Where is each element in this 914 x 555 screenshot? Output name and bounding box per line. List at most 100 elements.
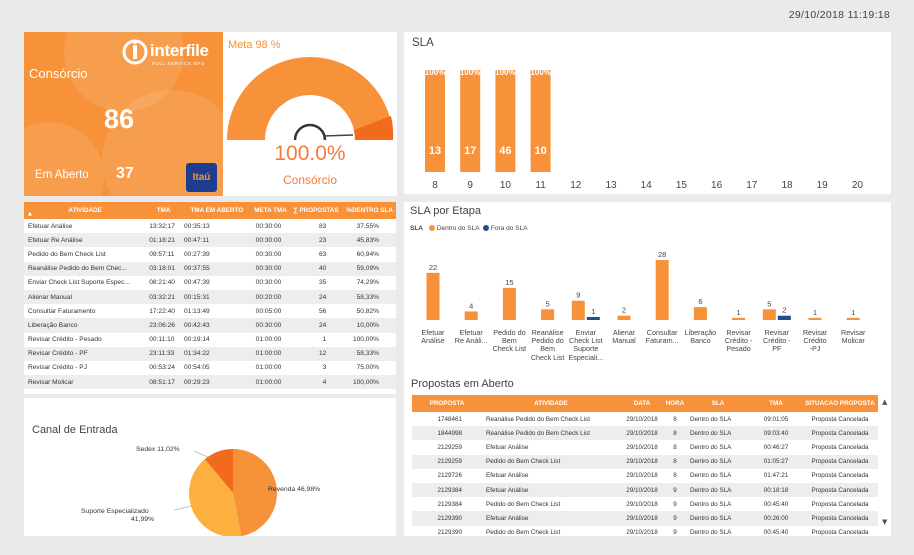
proposals-row[interactable]: 2129384 Pedido do Bem Check List 29/10/201… (412, 497, 878, 511)
etapa-bar-dentro[interactable] (655, 260, 669, 320)
proposals-header-cell[interactable]: SLA (686, 395, 750, 412)
proposals-header-cell[interactable]: DATA (620, 395, 664, 412)
etapa-bar-dentro[interactable] (693, 307, 707, 320)
proposals-cell: 29/10/2018 (626, 472, 658, 480)
proposals-cell: 29/10/2018 (620, 482, 664, 498)
kpi-label-bottom: Em Aberto (35, 169, 89, 181)
etapa-bar-dentro[interactable] (762, 309, 776, 320)
activity-header-cell[interactable]: %DENTRO SLA (343, 202, 396, 219)
sla-bar-pct-label: 100% (530, 68, 550, 77)
activity-row[interactable]: Efetuar Re Análise 01:18:21 00:47:11 00:30:… (24, 233, 396, 248)
legend-label-fora: Fora do SLA (490, 225, 528, 232)
activity-cell: 01:00:00 (255, 364, 282, 372)
etapa-bar-dentro[interactable] (541, 309, 555, 320)
activity-cell: 00:42:43 (181, 318, 253, 333)
activity-row[interactable]: Revisar Crédito - Pesado 00:11:10 00:19:14… (24, 333, 396, 347)
etapa-bar-dentro[interactable] (502, 287, 516, 320)
proposals-header-cell[interactable]: TMA (750, 395, 802, 412)
etapa-bar-dentro[interactable] (426, 272, 440, 320)
pie-slice[interactable] (233, 449, 277, 536)
activity-cell: 01:34:22 (181, 346, 253, 361)
proposals-cell: Dentro do SLA (690, 472, 732, 480)
etapa-bar-dentro[interactable] (732, 317, 746, 320)
scroll-down-icon[interactable]: ▼ (882, 518, 888, 526)
sla-title: SLA (412, 37, 434, 49)
activity-row[interactable]: Consultar Faturamento 17:22:40 01:13:49 00:… (24, 304, 396, 318)
activity-cell: 01:00:00 (252, 375, 289, 390)
proposals-table-header: PROPOSTA ATIVIDADE DATA HORA SLA TMA SITUACAO … (412, 395, 878, 412)
proposals-cell: 29/10/2018 (626, 529, 658, 536)
etapa-bar-fora[interactable] (586, 317, 600, 320)
sort-ascending-icon[interactable]: ▲ (28, 211, 32, 217)
activity-cell: Pedido do Bem Check List (28, 250, 106, 258)
activity-row[interactable]: Revisar Crédito - PF 23:11:33 01:34:22 01:0… (24, 346, 396, 361)
etapa-bar-dentro[interactable] (846, 317, 860, 320)
proposals-header-cell[interactable]: ATIVIDADE (482, 395, 620, 412)
activity-row[interactable]: Efetuar Análise 13:32:17 00:35:13 00:30:00 8… (24, 219, 396, 233)
proposals-cell: 9 (664, 482, 686, 498)
sla-x-tick-label: 19 (817, 180, 829, 191)
pie-slice[interactable] (189, 459, 242, 536)
legend-item-dentro[interactable]: Dentro do SLA (428, 225, 480, 232)
activity-cell: 00:53:24 (149, 364, 175, 372)
activity-header-cell[interactable]: TMA EM ABERTO (181, 202, 253, 219)
sla-bar-value-label: 13 (429, 145, 441, 157)
activity-header-cell[interactable]: TMA (146, 202, 181, 219)
activity-row[interactable]: Revisar Molicar 08:51:17 00:29:23 01:00:00 4… (24, 375, 396, 390)
activity-row[interactable]: Reanálise Pedido do Bem Chec... 03:18:01 0… (24, 261, 396, 276)
legend-item-fora[interactable]: Fora do SLA (481, 225, 528, 232)
proposals-row[interactable]: 2129390 Efetuar Análise 29/10/2018 9 Dentro … (412, 511, 878, 526)
activity-cell: 35 (318, 279, 327, 287)
etapa-bar-dentro[interactable] (571, 300, 585, 320)
interfile-logo: interfile FULL SERVICE BPO (120, 39, 220, 71)
proposals-header-cell[interactable]: SITUACAO PROPOSTA (802, 395, 878, 412)
sla-bar-value-label: 17 (464, 145, 476, 157)
activity-row[interactable]: Enviar Check List Suporte Espec... 08:21:… (24, 276, 396, 290)
etapa-card[interactable]: SLA por Etapa SLA Dentro do SLA Fora do … (404, 202, 891, 536)
proposals-row[interactable]: 2129726 Efetuar Análise 29/10/2018 8 Dentro … (412, 469, 878, 483)
activity-row[interactable]: Alienar Manual 03:32:21 00:15:31 00:20:00 24… (24, 289, 396, 305)
proposals-row[interactable]: 2129390 Pedido do Bem Check List 29/10/201… (412, 526, 878, 536)
etapa-category-label: Reanálise Pedido do Bem Check List (530, 328, 565, 362)
proposals-cell: Proposta Cancelada (802, 454, 878, 469)
legend-label-dentro: Dentro do SLA (436, 225, 480, 232)
sla-bar-value-label: 10 (534, 145, 546, 157)
activity-row[interactable]: Pedido do Bem Check List 09:57:11 00:27:39… (24, 247, 396, 261)
proposals-table-wrap[interactable]: PROPOSTA ATIVIDADE DATA HORA SLA TMA SITUACAO … (412, 395, 878, 536)
sla-bar[interactable] (530, 70, 551, 172)
kpi-value-small: 37 (116, 165, 134, 182)
proposals-cell: Dentro do SLA (686, 482, 750, 498)
gauge-card[interactable]: Meta 98 % 100.0% Consórcio (223, 32, 397, 196)
proposals-row[interactable]: 2129384 Efetuar Análise 29/10/2018 9 Dentro … (412, 482, 878, 498)
proposals-header-cell[interactable]: HORA (664, 395, 686, 412)
proposals-scrollbar[interactable]: ▲ ▼ (882, 398, 889, 526)
activity-table-card[interactable]: ATIVIDADE TMA TMA EM ABERTO META TMA ∑ PROPO… (24, 202, 396, 394)
activity-cell: 59,09% (343, 261, 396, 276)
proposals-row[interactable]: 1844998 Reanálise Pedido do Bem Check Lis… (412, 426, 878, 441)
sla-card[interactable]: SLA 100% 13 8 100% 17 9 100% 46 10 100% 10 11 12 13 14… (404, 32, 891, 194)
etapa-bar-dentro[interactable] (617, 315, 631, 320)
proposals-row[interactable]: 1748461 Reanálise Pedido do Bem Check Lis… (412, 412, 878, 426)
channel-card[interactable]: Canal de Entrada Sedex 11,02% Revenda 46… (24, 398, 396, 536)
activity-cell: Reanálise Pedido do Bem Chec... (24, 261, 147, 276)
etapa-bar-fora[interactable] (777, 315, 791, 320)
proposals-cell: Dentro do SLA (690, 415, 732, 423)
etapa-bar-dentro[interactable] (464, 311, 478, 320)
pie-slice[interactable] (204, 449, 233, 493)
activity-row[interactable]: Revisar Crédito - PJ 00:53:24 00:54:05 01:0… (24, 361, 396, 375)
sla-bar[interactable] (425, 70, 445, 172)
sla-bar[interactable] (495, 70, 516, 172)
activity-row[interactable]: Liberação Banco 23:06:26 00:42:43 00:30:00 2… (24, 318, 396, 333)
activity-header-cell[interactable]: ATIVIDADE (24, 202, 147, 219)
proposals-cell: 1748461 (437, 415, 462, 423)
proposals-header-cell[interactable]: PROPOSTA (412, 395, 482, 412)
activity-cell: 00:47:11 (181, 233, 253, 248)
sla-bar[interactable] (460, 70, 481, 172)
activity-header-cell[interactable]: META TMA (252, 202, 289, 219)
proposals-row[interactable]: 2129259 Pedido do Bem Check List 29/10/201… (412, 454, 878, 469)
kpi-card[interactable]: interfile FULL SERVICE BPO Consórcio 86 … (24, 32, 223, 196)
activity-header-cell[interactable]: ∑ PROPOSTAS (288, 202, 344, 219)
scroll-up-icon[interactable]: ▲ (882, 398, 888, 406)
proposals-row[interactable]: 2129259 Efetuar Análise 29/10/2018 8 Dentro … (412, 440, 878, 454)
etapa-bar-dentro[interactable] (808, 317, 822, 320)
